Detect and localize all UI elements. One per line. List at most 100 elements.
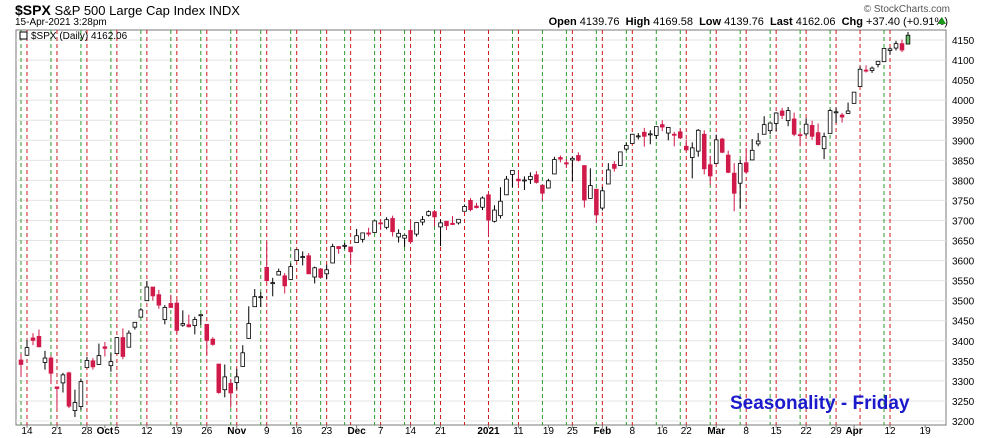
candle	[450, 216, 455, 225]
candle-body	[312, 267, 317, 278]
candle	[666, 127, 671, 141]
candle-body	[707, 164, 713, 177]
candle	[839, 113, 845, 123]
candle	[672, 131, 677, 147]
candle	[773, 112, 779, 132]
candle	[324, 264, 329, 280]
candle-body	[737, 163, 743, 184]
candle	[582, 165, 587, 208]
credit: © StockCharts.com	[863, 4, 950, 15]
candle-body	[66, 372, 72, 407]
candle	[174, 299, 180, 334]
candle	[246, 306, 252, 339]
candle	[821, 132, 827, 160]
candle	[600, 186, 605, 211]
candle	[384, 217, 389, 230]
x-tick-label: 16	[291, 426, 303, 437]
candle-body	[414, 222, 419, 235]
candle-body	[522, 179, 527, 182]
candle-body	[905, 34, 911, 45]
candle	[426, 210, 431, 217]
candle	[108, 353, 114, 372]
candle-body	[600, 190, 605, 209]
x-tick-label: 26	[201, 426, 213, 437]
candle-body	[150, 286, 156, 297]
candle	[444, 220, 449, 231]
candle	[576, 152, 581, 162]
x-tick-label: 22	[801, 426, 813, 437]
x-tick-label: 12	[141, 426, 153, 437]
x-tick-label: 2021	[477, 426, 500, 437]
candle	[863, 65, 869, 73]
candle	[288, 263, 293, 280]
candle	[414, 222, 419, 237]
up-arrow-icon	[938, 17, 946, 24]
candle	[474, 202, 479, 209]
candle	[785, 106, 791, 127]
candle-body	[761, 124, 767, 135]
candle-body	[498, 200, 503, 217]
candle-body	[606, 169, 611, 185]
candle	[390, 215, 395, 237]
candle-body	[60, 374, 66, 384]
candle	[893, 40, 899, 51]
candle-body	[839, 114, 845, 118]
candle	[504, 175, 509, 196]
candle-body	[797, 134, 803, 137]
candle	[198, 314, 204, 325]
candle	[791, 112, 797, 137]
last-label: Last	[770, 16, 793, 28]
y-tick-label: 3450	[952, 317, 975, 328]
candle-body	[300, 256, 305, 258]
candle	[851, 91, 857, 104]
candle	[887, 47, 893, 55]
candle	[564, 159, 569, 168]
legend-candle-icon	[19, 31, 28, 40]
x-tick-label: 8	[630, 426, 636, 437]
x-tick-label: 19	[171, 426, 183, 437]
x-tick-label: 28	[81, 426, 93, 437]
candle	[42, 350, 48, 370]
candle-body	[306, 255, 311, 275]
x-tick-label: 21	[51, 426, 63, 437]
candle-body	[168, 303, 174, 308]
candle-body	[815, 132, 821, 146]
candle-body	[833, 111, 839, 114]
candle	[695, 129, 701, 157]
y-tick-label: 3600	[952, 257, 975, 268]
candle	[216, 363, 222, 394]
candle	[468, 198, 473, 212]
candle	[54, 386, 60, 410]
symbol-name: S&P 500 Large Cap Index	[54, 3, 206, 18]
candle	[132, 321, 138, 330]
candle	[114, 337, 120, 355]
candle-body	[348, 246, 353, 253]
candle	[815, 123, 821, 146]
candle-body	[54, 386, 60, 389]
candle	[120, 328, 126, 360]
candle-body	[893, 43, 899, 49]
candle-body	[408, 230, 413, 243]
candle-body	[72, 402, 78, 411]
chg-value: +37.40 (+0.91%)	[866, 16, 948, 28]
x-tick-label: Nov	[227, 426, 246, 437]
candle-body	[624, 145, 629, 150]
candle	[264, 242, 269, 282]
x-tick-label: 19	[920, 426, 932, 437]
candle	[606, 163, 611, 185]
candle	[234, 368, 240, 390]
candle-body	[486, 194, 491, 221]
candle-body	[198, 314, 204, 317]
candle-body	[384, 219, 389, 228]
candle	[138, 307, 144, 318]
candle	[761, 116, 767, 135]
candle-body	[654, 126, 659, 136]
candle	[306, 252, 311, 275]
candle	[90, 358, 96, 370]
y-tick-label: 3500	[952, 297, 975, 308]
x-tick-label: Feb	[593, 426, 611, 437]
candle-body	[767, 122, 773, 132]
x-tick-label: 16	[657, 426, 669, 437]
candle	[875, 60, 881, 68]
candle	[570, 156, 575, 182]
